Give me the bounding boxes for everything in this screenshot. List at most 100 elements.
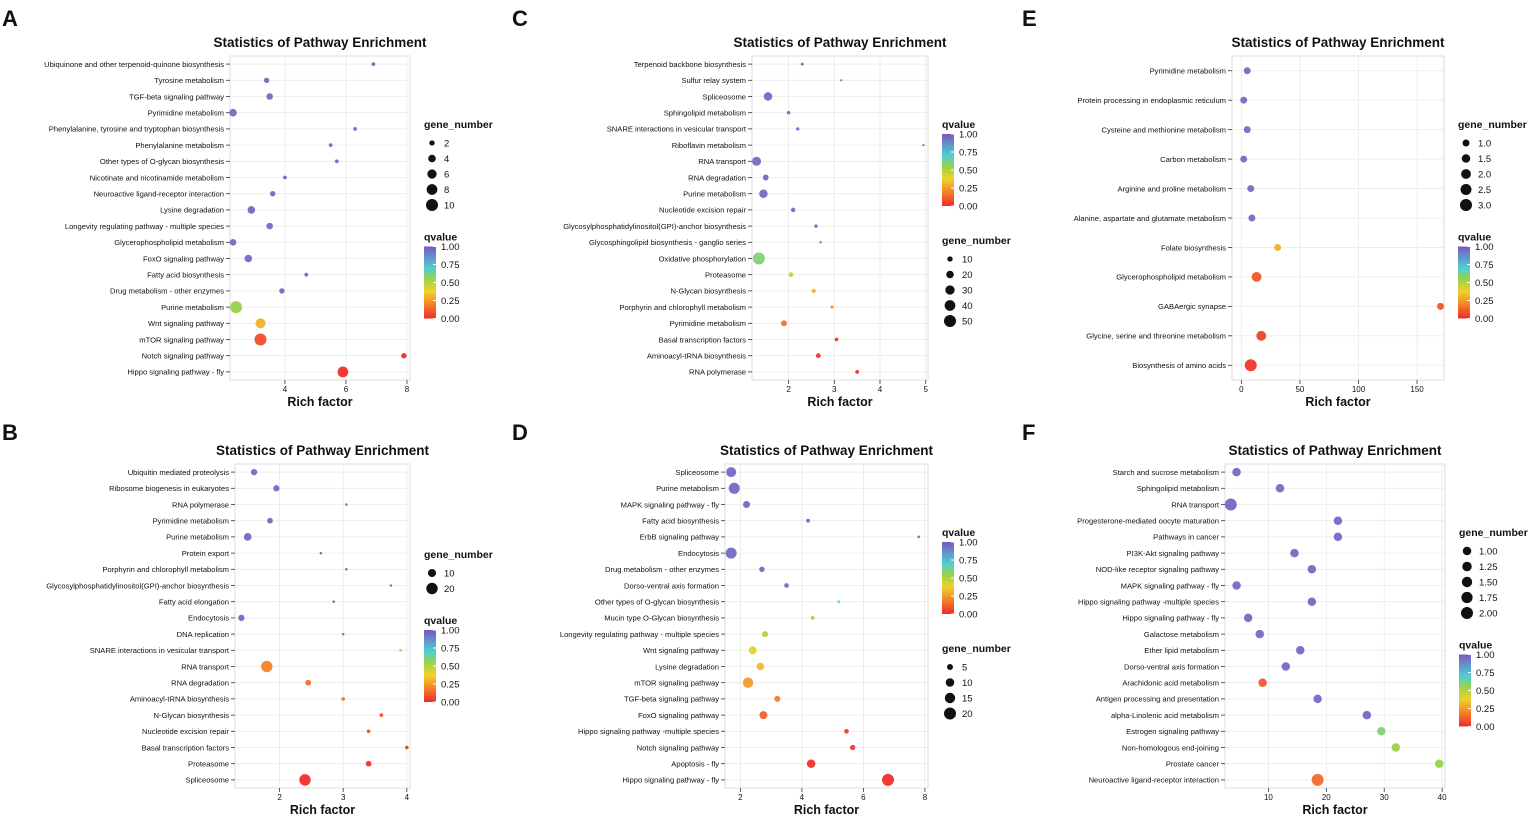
y-tick-label: Ribosome biogenesis in eukaryotes (109, 484, 229, 493)
y-tick-label: Wnt signaling pathway (643, 646, 719, 655)
x-tick-label: 8 (923, 793, 928, 802)
y-tick-label: Sulfur relay system (681, 76, 746, 85)
y-tick-label: Notch signaling pathway (142, 352, 225, 361)
chart-title: Statistics of Pathway Enrichment (1228, 443, 1442, 458)
data-point (319, 551, 323, 555)
data-point (255, 318, 266, 329)
color-legend-title: qvalue (942, 119, 975, 131)
panel-f: F Statistics of Pathway Enrichment Starch … (1022, 420, 1528, 815)
size-legend-dot (428, 154, 436, 163)
y-tick-label: Biosynthesis of amino acids (1132, 361, 1226, 370)
y-tick-label: Dorso-ventral axis formation (624, 581, 719, 590)
size-legend-dot (427, 169, 437, 179)
y-tick-label: Longevity regulating pathway - multiple … (65, 222, 224, 231)
y-tick-label: Oxidative phosphorylation (659, 254, 746, 263)
size-legend-dot (1461, 591, 1473, 604)
y-tick-label: Protein export (182, 549, 230, 558)
y-tick-label: Fatty acid biosynthesis (147, 271, 224, 280)
data-point (283, 175, 287, 180)
data-point (1434, 759, 1444, 768)
data-point (1307, 565, 1317, 574)
size-legend-dot (1460, 199, 1472, 211)
size-legend-dot (1461, 607, 1473, 619)
size-legend-label: 2.0 (1478, 170, 1491, 181)
size-legend-label: 1.00 (1479, 547, 1498, 558)
plot-area (751, 55, 929, 381)
y-tick-label: Glycosylphosphatidylinositol(GPI)-anchor… (46, 581, 229, 590)
y-tick-label: Riboflavin metabolism (672, 141, 746, 150)
x-tick-label: 100 (1352, 385, 1366, 394)
x-tick-label: 6 (861, 793, 866, 802)
data-point (1296, 646, 1305, 655)
data-point (341, 697, 345, 701)
y-tick-label: Drug metabolism - other enzymes (605, 565, 719, 574)
x-tick-label: 0 (1239, 385, 1244, 394)
size-legend-dot (944, 692, 956, 704)
y-tick-label: Drug metabolism - other enzymes (110, 287, 224, 296)
colorbar-tick-label: 0.75 (441, 644, 460, 655)
colorbar-tick-label: 0.75 (1475, 260, 1494, 271)
colorbar-tick-label: 0.25 (441, 680, 460, 691)
panel-a: A Statistics of Pathway Enrichment Ubiquin… (2, 6, 493, 409)
y-tick-label: Hippo signaling pathway - fly (127, 368, 224, 377)
data-point (389, 584, 393, 587)
colorbar-tick-label: 0.00 (959, 202, 978, 213)
data-point (815, 353, 821, 359)
data-point (1240, 96, 1248, 104)
x-tick-label: 3 (341, 793, 346, 802)
data-point (840, 79, 843, 82)
data-point (756, 662, 765, 671)
size-legend-dot (1462, 139, 1470, 147)
y-tick-label: Progesterone-mediated oocyte maturation (1077, 517, 1219, 526)
size-legend-dot (1461, 154, 1471, 163)
x-tick-label: 20 (1322, 793, 1331, 802)
y-tick-label: Ubiquitin mediated proteolysis (128, 468, 230, 477)
data-point (728, 482, 740, 494)
size-legend-label: 2.5 (1478, 185, 1491, 196)
colorbar-tick-label: 0.50 (441, 662, 460, 673)
size-legend-label: 10 (962, 255, 973, 266)
data-point (1313, 694, 1322, 704)
size-legend-dot (944, 300, 956, 311)
panel-letter: C (512, 6, 528, 31)
x-tick-label: 10 (1264, 793, 1273, 802)
size-legend-label: 5 (962, 663, 967, 674)
data-point (1255, 629, 1264, 639)
colorbar-tick-label: 0.50 (441, 278, 460, 289)
data-point (1243, 67, 1251, 75)
size-legend-dot (426, 199, 438, 211)
data-point (806, 759, 816, 768)
y-tick-label: Pyrimidine metabolism (1150, 67, 1226, 76)
chart-title: Statistics of Pathway Enrichment (720, 443, 934, 458)
colorbar-tick-label: 1.00 (1475, 242, 1494, 253)
data-point (332, 600, 335, 603)
y-tick-label: Sphingolipid metabolism (1137, 484, 1219, 493)
y-tick-label: Proteasome (705, 271, 746, 280)
y-tick-label: Glycine, serine and threonine metabolism (1086, 332, 1226, 341)
size-legend-label: 2 (444, 139, 449, 150)
colorbar-tick-label: 0.75 (441, 260, 460, 271)
y-tick-label: Glycosylphosphatidylinositol(GPI)-anchor… (563, 222, 746, 231)
size-legend-label: 10 (962, 678, 973, 689)
y-tick-label: RNA polymerase (689, 368, 746, 377)
y-tick-label: TGF-beta signaling pathway (624, 695, 719, 704)
size-legend-label: 1.0 (1478, 139, 1491, 150)
data-point (273, 485, 280, 492)
size-legend-label: 1.25 (1479, 562, 1498, 573)
data-point (810, 616, 815, 620)
size-legend-dot (1462, 546, 1472, 556)
y-tick-label: Aminoacyl-tRNA biosynthesis (130, 695, 229, 704)
data-point (762, 174, 769, 181)
y-tick-label: Pyrimidine metabolism (670, 319, 746, 328)
y-tick-label: PI3K-Akt signaling pathway (1127, 549, 1220, 558)
colorbar-tick-label: 0.00 (441, 698, 460, 709)
y-tick-label: FoxO signaling pathway (638, 711, 719, 720)
x-tick-label: 150 (1410, 385, 1424, 394)
data-point (1251, 272, 1262, 282)
color-legend-title: qvalue (424, 615, 457, 627)
y-tick-label: Phenylalanine metabolism (135, 141, 224, 150)
size-legend-label: 20 (444, 584, 455, 595)
data-point (844, 728, 849, 734)
data-point (1232, 581, 1241, 590)
